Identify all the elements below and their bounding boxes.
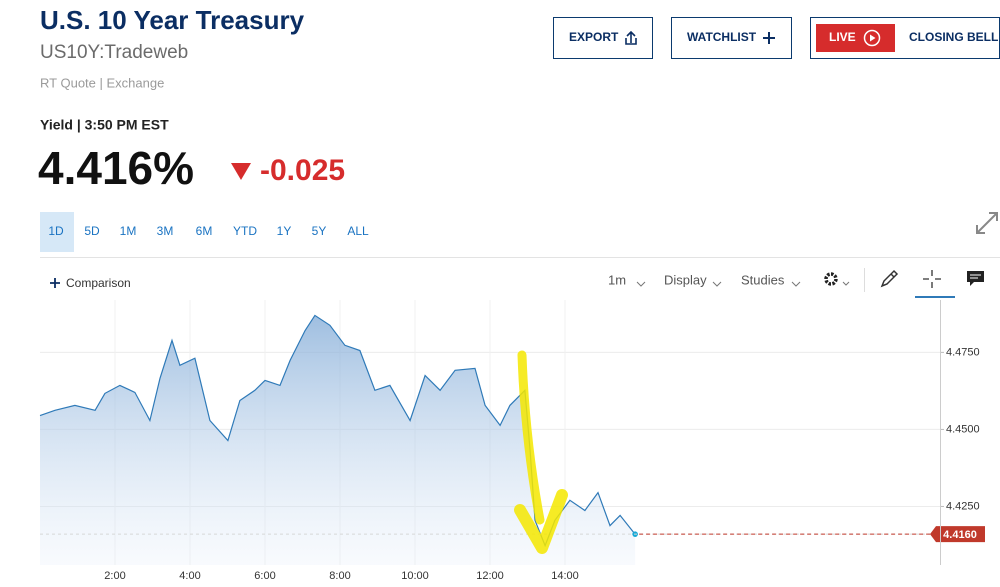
last-price-label: 4.4160 bbox=[943, 529, 977, 541]
comparison-button[interactable]: Comparison bbox=[66, 276, 131, 290]
display-menu[interactable]: Display bbox=[664, 272, 707, 287]
range-tab[interactable]: 1M bbox=[120, 224, 137, 238]
x-tick-label: 8:00 bbox=[329, 570, 350, 582]
button-label: WATCHLIST bbox=[687, 30, 757, 44]
last-price-tag bbox=[930, 526, 985, 543]
range-tab[interactable]: 5Y bbox=[312, 224, 327, 238]
x-tick-label: 2:00 bbox=[104, 570, 125, 582]
area-fill bbox=[40, 315, 636, 565]
quote-label: Yield | 3:50 PM EST bbox=[40, 117, 169, 133]
button-label: LIVE bbox=[829, 30, 856, 44]
live-button[interactable]: LIVE CLOSING BELL bbox=[810, 17, 1000, 59]
y-tick-label: 4.4750 bbox=[946, 346, 980, 358]
highlighter-arrow bbox=[514, 350, 568, 554]
title: U.S. 10 Year Treasury bbox=[40, 5, 305, 35]
live-badge bbox=[816, 24, 895, 52]
export-icon bbox=[625, 30, 637, 45]
range-tab[interactable]: 3M bbox=[157, 224, 174, 238]
symbol: US10Y:Tradeweb bbox=[40, 42, 188, 63]
notes-icon-lines bbox=[970, 274, 981, 279]
x-tick-label: 14:00 bbox=[551, 570, 579, 582]
range-tab[interactable]: 6M bbox=[196, 224, 213, 238]
chart: 4.4250 4.4500 4.4750 2:00 4:00 6:00 8:00 10:00 1… bbox=[39, 300, 985, 582]
range-tab[interactable]: 5D bbox=[84, 224, 100, 238]
down-arrow bbox=[231, 163, 251, 180]
range-tab[interactable]: YTD bbox=[233, 224, 257, 238]
change: -0.025 bbox=[260, 154, 345, 187]
button-label: CLOSING BELL bbox=[909, 30, 998, 44]
y-tick-label: 4.4500 bbox=[946, 423, 980, 435]
watchlist-button[interactable]: WATCHLIST bbox=[671, 17, 792, 59]
play-icon bbox=[863, 29, 881, 47]
y-tick-label: 4.4250 bbox=[946, 500, 980, 512]
settings-icon[interactable] bbox=[824, 272, 850, 286]
price: 4.416% bbox=[38, 142, 194, 194]
x-tick-label: 6:00 bbox=[254, 570, 275, 582]
selected-tab-bg bbox=[40, 212, 74, 252]
chevron bbox=[712, 281, 722, 287]
range-tab[interactable]: 1Y bbox=[277, 224, 292, 238]
quote-source: RT Quote | Exchange bbox=[40, 75, 164, 90]
play-icon bbox=[870, 34, 876, 42]
draw-icon[interactable] bbox=[880, 269, 899, 288]
range-tab[interactable]: ALL bbox=[347, 224, 369, 238]
range-tab[interactable]: 1D bbox=[48, 224, 64, 238]
x-tick-label: 4:00 bbox=[179, 570, 200, 582]
expand-icon[interactable] bbox=[976, 212, 998, 234]
crosshair-icon[interactable] bbox=[923, 270, 941, 288]
interval-menu[interactable]: 1m bbox=[608, 272, 626, 287]
x-tick-label: 12:00 bbox=[476, 570, 504, 582]
button-label: EXPORT bbox=[569, 30, 619, 44]
chevron bbox=[791, 281, 801, 287]
export-button[interactable]: EXPORT bbox=[553, 17, 653, 59]
x-tick-label: 10:00 bbox=[401, 570, 429, 582]
plus-icon bbox=[763, 32, 775, 44]
studies-menu[interactable]: Studies bbox=[741, 272, 785, 287]
chevron bbox=[636, 281, 646, 287]
plus-icon[interactable] bbox=[50, 278, 60, 288]
